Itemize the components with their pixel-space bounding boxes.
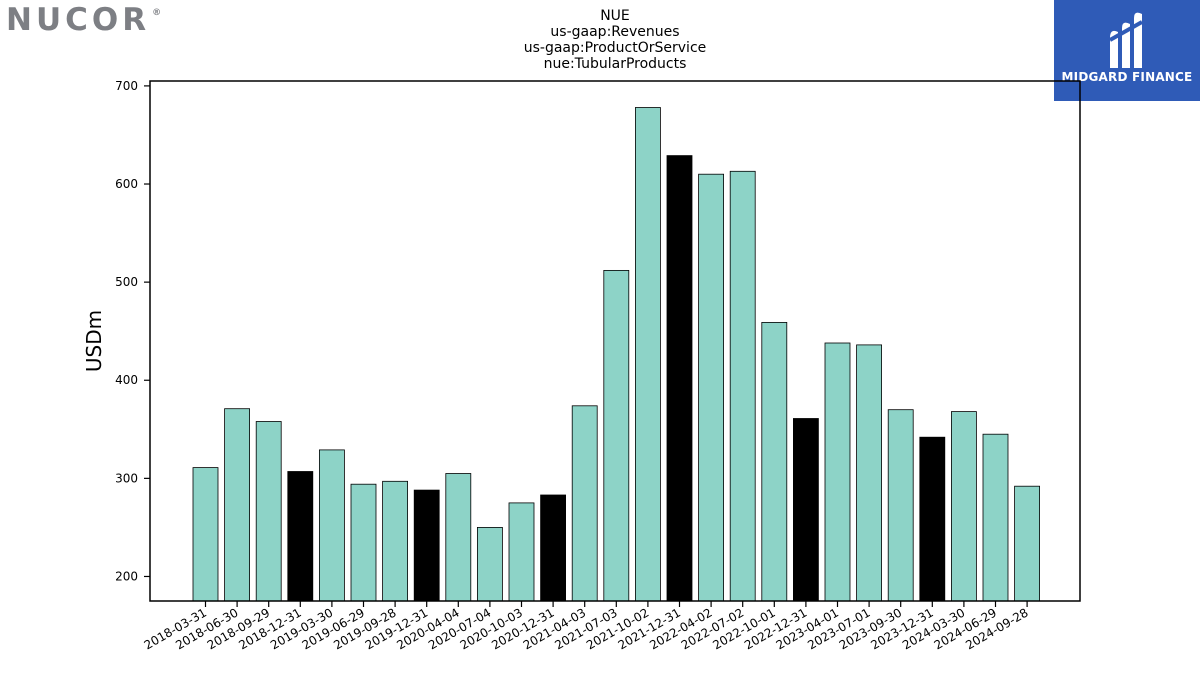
bar	[982, 433, 1009, 602]
y-tick-label: 600	[115, 177, 138, 191]
midgard-finance-wordmark: MIDGARD FINANCE	[1061, 70, 1193, 84]
bar	[382, 480, 409, 602]
bar	[571, 405, 598, 602]
registered-mark: ®	[152, 8, 162, 18]
chart-title-line: NUE	[600, 8, 630, 24]
chart-title-line: nue:TubularProducts	[544, 56, 687, 72]
bar	[192, 467, 219, 602]
bar	[856, 344, 882, 602]
nucor-logo: NUCOR ®	[6, 2, 162, 38]
y-axis-label: USDm	[82, 310, 106, 372]
y-tick-label: 500	[115, 275, 138, 289]
midgard-m-icon	[1109, 12, 1143, 69]
bar	[413, 489, 440, 602]
bar	[666, 155, 693, 602]
bar	[603, 269, 630, 602]
bar	[635, 107, 661, 602]
bar	[476, 527, 503, 602]
nucor-logo-text: NUCOR	[6, 2, 151, 38]
x-axis: 2018-03-312018-06-302018-09-292018-12-31…	[142, 601, 1031, 652]
bar	[698, 173, 724, 602]
chart-title-line: us-gaap:Revenues	[550, 24, 679, 40]
bar	[824, 342, 851, 602]
bar	[951, 411, 977, 602]
y-tick-label: 700	[115, 79, 138, 93]
y-tick-label: 200	[115, 569, 138, 583]
bar	[350, 483, 377, 602]
bar	[287, 471, 314, 602]
bar	[793, 418, 819, 602]
bar	[445, 473, 472, 602]
bar	[540, 494, 566, 602]
bar	[255, 421, 282, 602]
chart-title: NUEus-gaap:Revenuesus-gaap:ProductOrServ…	[524, 8, 707, 72]
bar	[224, 408, 251, 602]
bars-group	[192, 107, 1040, 602]
bar	[508, 502, 535, 602]
y-axis: 200 300 400 500 600 700	[115, 79, 150, 583]
chart-title-line: us-gaap:ProductOrService	[524, 40, 707, 56]
bar	[919, 436, 946, 602]
bar	[729, 170, 756, 602]
bar	[318, 449, 345, 602]
plot-frame	[149, 80, 1081, 602]
y-tick-label: 400	[115, 373, 138, 387]
bar	[1014, 485, 1040, 602]
bar	[887, 409, 914, 602]
midgard-finance-logo: MIDGARD FINANCE	[1054, 0, 1200, 101]
y-tick-label: 300	[115, 471, 138, 485]
bar	[761, 321, 788, 602]
